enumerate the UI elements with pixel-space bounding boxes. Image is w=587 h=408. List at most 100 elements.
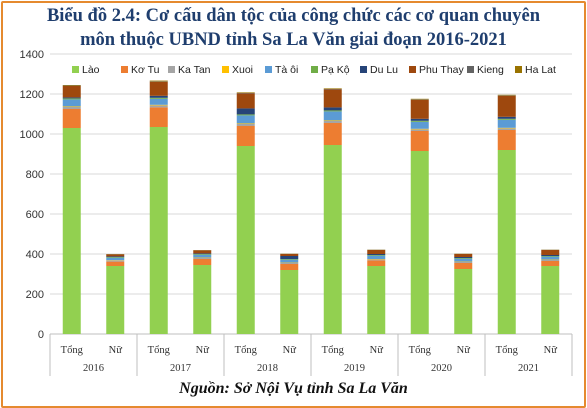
y-tick-label: 0 — [38, 329, 44, 341]
bar-segment-tà-ôi — [280, 259, 299, 263]
bar-segment-ka-tan — [497, 128, 516, 130]
bar-segment-ka-tan — [410, 129, 429, 131]
bar-segment-kơ-tu — [106, 261, 125, 266]
bar-segment-xuoi — [62, 106, 81, 107]
legend-swatch — [467, 66, 474, 73]
bar-segment-du-lu — [323, 107, 342, 111]
bar-segment-phu-thay — [193, 250, 212, 254]
group-label: 2021 — [518, 363, 539, 374]
bar-segment-ha-lat — [62, 85, 81, 86]
bar-segment-kơ-tu — [193, 259, 212, 265]
bar-segment-tà-ôi — [497, 119, 516, 128]
bar-segment-xuoi — [497, 127, 516, 129]
legend-label: Kơ Tu — [131, 64, 160, 76]
bar-segment-du-lu — [236, 108, 255, 115]
legend-label: Du Lu — [370, 64, 398, 76]
legend-swatch — [360, 66, 367, 73]
bar-segment-xuoi — [323, 120, 342, 121]
bar-segment-du-lu — [410, 118, 429, 121]
bars — [62, 80, 560, 334]
y-tick-label: 1000 — [20, 129, 44, 141]
category-label: Nữ — [196, 345, 210, 356]
bar-segment-ka-tan — [323, 121, 342, 123]
legend-label: Ha Lat — [525, 64, 556, 76]
category-label: Nữ — [283, 345, 297, 356]
bar-segment-phu-thay — [410, 99, 429, 119]
chart-title-line-2: môn thuộc UBND tỉnh Sa La Văn giai đoạn … — [80, 30, 507, 50]
bar-segment-pạ-kộ — [62, 98, 81, 100]
legend-swatch — [515, 66, 522, 73]
group-label: 2018 — [257, 363, 278, 374]
bar-segment-pạ-kộ — [106, 257, 125, 258]
bar-segment-xuoi — [149, 104, 168, 106]
bar-segment-tà-ôi — [454, 258, 473, 262]
legend-label: Tà ôi — [275, 64, 298, 76]
legend-swatch — [409, 66, 416, 73]
bar-segment-lào — [193, 265, 212, 334]
legend-swatch — [311, 66, 318, 73]
bar-segment-ka-tan — [541, 260, 560, 261]
legend-label: Pạ Kộ — [321, 64, 350, 76]
bar-segment-phu-thay — [454, 254, 473, 257]
bar-segment-kơ-tu — [454, 263, 473, 269]
bar-segment-du-lu — [193, 253, 212, 254]
bar-segment-lào — [280, 270, 299, 334]
bar-segment-ha-lat — [410, 98, 429, 100]
bar-segment-tà-ôi — [541, 256, 560, 260]
bar-segment-pạ-kộ — [541, 256, 560, 257]
category-axis-labels: Tổng Nữ Tổng Nữ Tổng Nữ Tổng Nữ Tổng Nữ Tổng Nữ 2016… — [49, 334, 573, 376]
category-label: Tổng — [61, 345, 84, 356]
group-label: 2020 — [431, 363, 452, 374]
category-label: Tổng — [148, 345, 171, 356]
gridlines — [50, 53, 572, 295]
bar-segment-du-lu — [62, 97, 81, 99]
bar-segment-ka-tan — [106, 260, 125, 262]
legend-label: Kieng — [477, 64, 504, 76]
bar-segment-phu-thay — [323, 89, 342, 108]
bar-segment-phu-thay — [106, 254, 125, 257]
bar-segment-pạ-kộ — [323, 110, 342, 112]
bar-segment-du-lu — [454, 257, 473, 258]
bar-segment-xuoi — [410, 128, 429, 130]
bar-segment-tà-ôi — [236, 115, 255, 124]
bar-segment-phu-thay — [149, 81, 168, 96]
category-label: Tổng — [409, 345, 432, 356]
bar-segment-kơ-tu — [410, 131, 429, 151]
bar-segment-lào — [149, 127, 168, 334]
bar-segment-lào — [497, 150, 516, 334]
bar-segment-kơ-tu — [367, 260, 386, 266]
bar-segment-tà-ôi — [62, 99, 81, 107]
bar-segment-ha-lat — [236, 92, 255, 93]
bar-segment-pạ-kộ — [193, 254, 212, 255]
y-tick-label: 400 — [26, 249, 44, 261]
chart-title: Biểu đồ 2.4: Cơ cấu dân tộc của công chứ… — [0, 4, 587, 52]
y-tick-label: 1200 — [20, 89, 44, 101]
bar-segment-lào — [236, 146, 255, 334]
bar-segment-xuoi — [236, 123, 255, 124]
bar-segment-lào — [541, 266, 560, 334]
bar-segment-tà-ôi — [323, 111, 342, 121]
category-label: Tổng — [235, 345, 258, 356]
category-label: Nữ — [457, 345, 471, 356]
y-tick-label: 600 — [26, 209, 44, 221]
legend-label: Xuoi — [232, 64, 253, 76]
legend-label: Ka Tan — [178, 64, 211, 76]
bar-segment-kơ-tu — [497, 130, 516, 150]
bar-segment-phu-thay — [280, 254, 299, 256]
legend-swatch — [168, 66, 175, 73]
bar-segment-kơ-tu — [541, 261, 560, 266]
bar-segment-ka-tan — [236, 124, 255, 126]
bar-segment-phu-thay — [541, 250, 560, 255]
bar-segment-lào — [454, 269, 473, 334]
group-label: 2016 — [83, 363, 104, 374]
bar-segment-tà-ôi — [367, 255, 386, 259]
bar-segment-du-lu — [497, 116, 516, 119]
bar-segment-phu-thay — [236, 93, 255, 109]
bar-segment-tà-ôi — [149, 98, 168, 105]
bar-segment-phu-thay — [367, 250, 386, 254]
bar-segment-ha-lat — [323, 88, 342, 89]
bar-segment-pạ-kộ — [410, 120, 429, 122]
category-label: Nữ — [544, 345, 558, 356]
